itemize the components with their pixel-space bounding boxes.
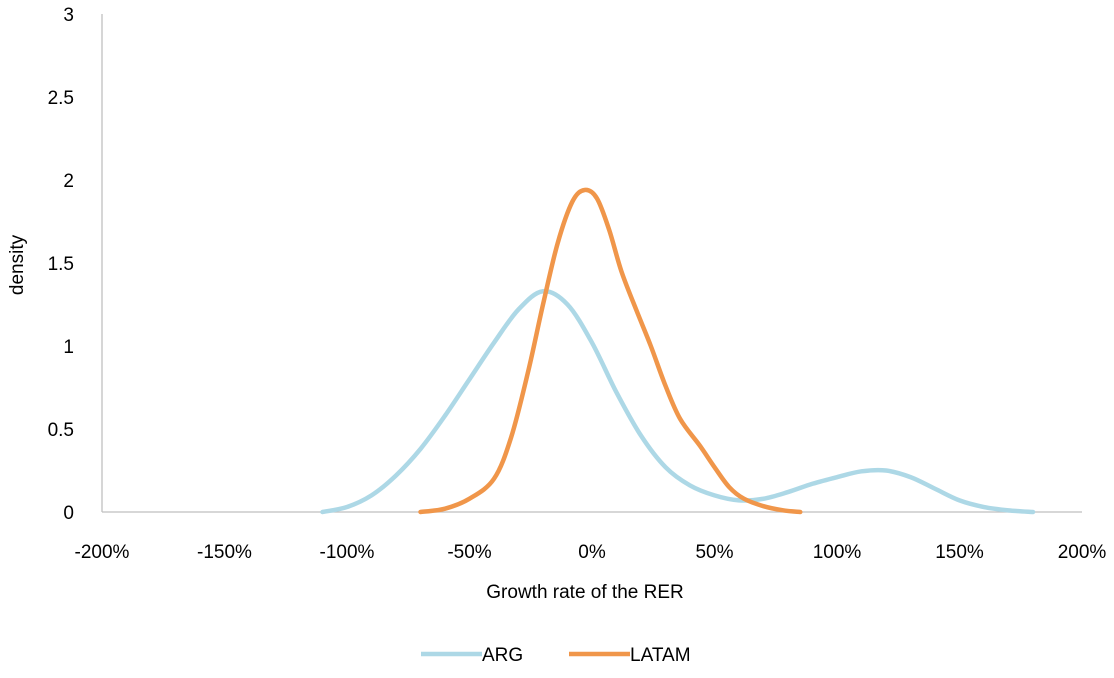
series-lines (320, 187, 1036, 515)
x-tick-label: -50% (447, 542, 491, 563)
x-tick-label: 200% (1058, 542, 1107, 563)
y-tick-label: 0.5 (48, 420, 74, 441)
x-tick-label: 100% (813, 542, 862, 563)
x-tick-label: -100% (320, 542, 375, 563)
legend-label-latam: LATAM (630, 645, 691, 666)
axes (101, 14, 1082, 513)
x-tick-label: -200% (75, 542, 130, 563)
x-tick-label: 50% (695, 542, 733, 563)
tick-labels: 0 0.5 1 1.5 2 2.5 3 -200% -150% -100% -50% 0% 50% 100… (48, 5, 1107, 563)
y-tick-label: 2 (63, 171, 74, 192)
series-line-arg (320, 288, 1036, 515)
y-tick-label: 3 (63, 5, 74, 26)
y-tick-label: 1.5 (48, 254, 74, 275)
legend-label-arg: ARG (482, 645, 523, 666)
y-axis-title: density (7, 234, 28, 295)
x-axis-title: Growth rate of the RER (486, 582, 683, 603)
series-line-latam (418, 187, 803, 515)
x-tick-label: -150% (197, 542, 252, 563)
y-tick-label: 1 (63, 337, 74, 358)
x-tick-label: 0% (578, 542, 606, 563)
legend: ARG LATAM (421, 645, 691, 666)
x-tick-label: 150% (935, 542, 984, 563)
y-tick-label: 0 (63, 503, 74, 524)
y-tick-label: 2.5 (48, 88, 74, 109)
